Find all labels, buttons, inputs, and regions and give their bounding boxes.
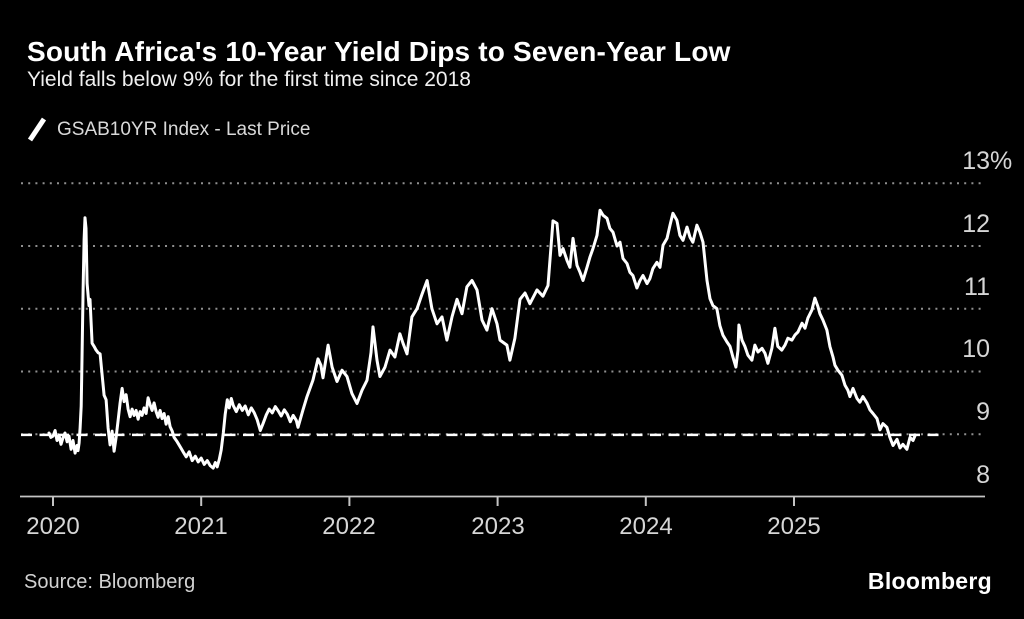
legend-label: GSAB10YR Index - Last Price xyxy=(57,119,311,140)
x-axis-label-2021: 2021 xyxy=(174,513,228,540)
slash-line-icon xyxy=(27,116,47,143)
x-axis-label-2025: 2025 xyxy=(767,513,821,540)
y-axis-label-12: 12 xyxy=(962,210,990,238)
y-axis-label-13: 13% xyxy=(962,147,1013,175)
y-axis-label-9: 9 xyxy=(976,398,990,426)
bloomberg-logo: Bloomberg xyxy=(867,568,992,594)
y-axis-label-10: 10 xyxy=(962,335,990,363)
source-credit: Source: Bloomberg xyxy=(24,571,196,593)
x-axis-label-2023: 2023 xyxy=(471,513,525,540)
x-axis-label-2024: 2024 xyxy=(619,513,673,540)
chart-subtitle: Yield falls below 9% for the first time … xyxy=(27,68,471,91)
legend: GSAB10YR Index - Last Price xyxy=(27,116,310,143)
y-axis-label-11: 11 xyxy=(964,273,990,301)
y-axis-label-8: 8 xyxy=(976,461,990,489)
yield-series-line xyxy=(47,208,917,470)
x-axis-label-2022: 2022 xyxy=(322,513,376,540)
x-axis-label-2020: 2020 xyxy=(26,513,80,540)
page-title: South Africa's 10-Year Yield Dips to Sev… xyxy=(27,36,731,67)
percent-suffix: % xyxy=(990,147,1013,175)
